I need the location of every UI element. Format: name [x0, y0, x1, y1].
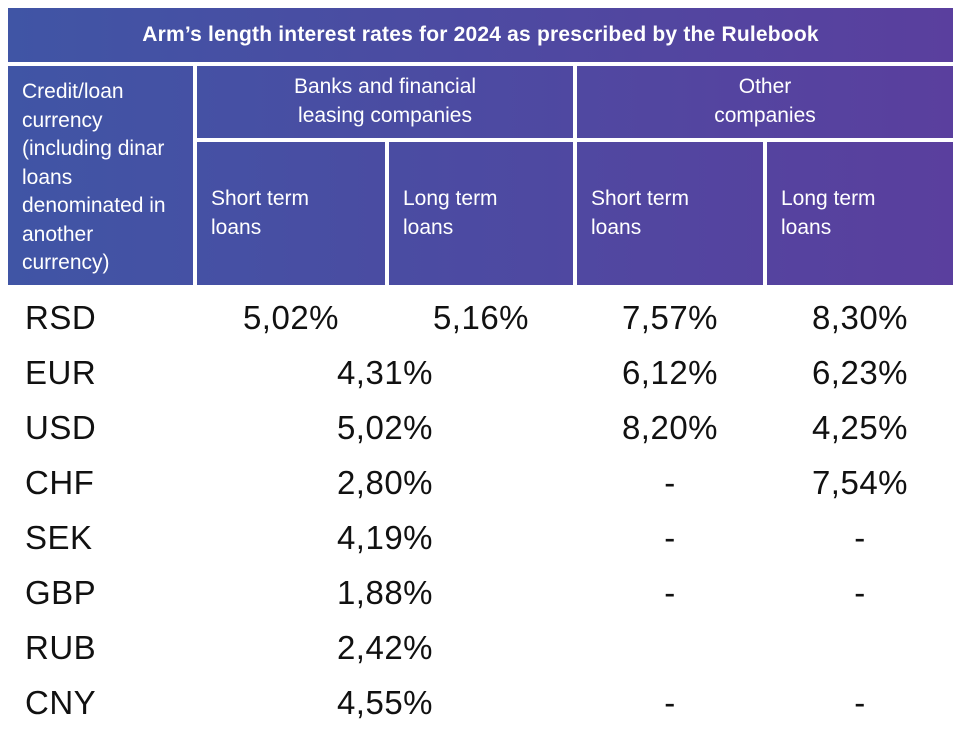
rate-other-long: 7,54% — [811, 463, 909, 501]
table-row-usd: USD 5,02% 8,20% 4,25% — [8, 400, 953, 455]
table-row-eur: EUR 4,31% 6,12% 6,23% — [8, 345, 953, 400]
rate-other-short: 6,12% — [621, 353, 719, 391]
rate-other-short: - — [664, 573, 676, 611]
rate-other-long: - — [854, 683, 866, 721]
rate-banks: 2,80% — [336, 463, 434, 501]
table-header: Credit/loan currency (including dinar lo… — [8, 66, 953, 285]
currency-label: GBP — [25, 573, 97, 611]
column-group-other: Other companies — [577, 66, 953, 138]
rate-banks: 2,42% — [336, 628, 434, 666]
rate-other-short: - — [664, 683, 676, 721]
row-header-currency: Credit/loan currency (including dinar lo… — [8, 66, 193, 285]
rate-banks-short: 5,02% — [242, 298, 340, 336]
table-title: Arm’s length interest rates for 2024 as … — [8, 8, 953, 62]
currency-label: SEK — [25, 518, 93, 556]
currency-label: CNY — [25, 683, 97, 721]
rate-other-long: - — [854, 518, 866, 556]
column-header-banks-short-term: Short term loans — [197, 142, 385, 285]
column-header-banks-long-term: Long term loans — [389, 142, 573, 285]
rate-other-short: 8,20% — [621, 408, 719, 446]
rate-banks: 4,19% — [336, 518, 434, 556]
rate-other-short: - — [664, 463, 676, 501]
currency-label: CHF — [25, 463, 95, 501]
table-row-rub: RUB 2,42% — [8, 620, 953, 675]
table-body: RSD 5,02% 5,16% 7,57% 8,30% EUR 4,31% 6,… — [8, 290, 953, 730]
column-header-other-long-term: Long term loans — [767, 142, 953, 285]
rate-banks: 4,55% — [336, 683, 434, 721]
rate-other-long: 4,25% — [811, 408, 909, 446]
table-row-gbp: GBP 1,88% - - — [8, 565, 953, 620]
currency-label: USD — [25, 408, 97, 446]
rate-other-short: - — [664, 518, 676, 556]
table-row-cny: CNY 4,55% - - — [8, 675, 953, 730]
rate-other-long: - — [854, 573, 866, 611]
rate-banks: 5,02% — [336, 408, 434, 446]
rate-other-short: 7,57% — [621, 298, 719, 336]
table-row-chf: CHF 2,80% - 7,54% — [8, 455, 953, 510]
rate-banks: 1,88% — [336, 573, 434, 611]
table-row-rsd: RSD 5,02% 5,16% 7,57% 8,30% — [8, 290, 953, 345]
rate-other-long: 8,30% — [811, 298, 909, 336]
rate-banks: 4,31% — [336, 353, 434, 391]
rate-banks-long: 5,16% — [432, 298, 530, 336]
table-row-sek: SEK 4,19% - - — [8, 510, 953, 565]
currency-label: EUR — [25, 353, 97, 391]
currency-label: RUB — [25, 628, 97, 666]
rate-other-long: 6,23% — [811, 353, 909, 391]
column-group-banks: Banks and financial leasing companies — [197, 66, 573, 138]
column-header-other-short-term: Short term loans — [577, 142, 763, 285]
currency-label: RSD — [25, 298, 97, 336]
